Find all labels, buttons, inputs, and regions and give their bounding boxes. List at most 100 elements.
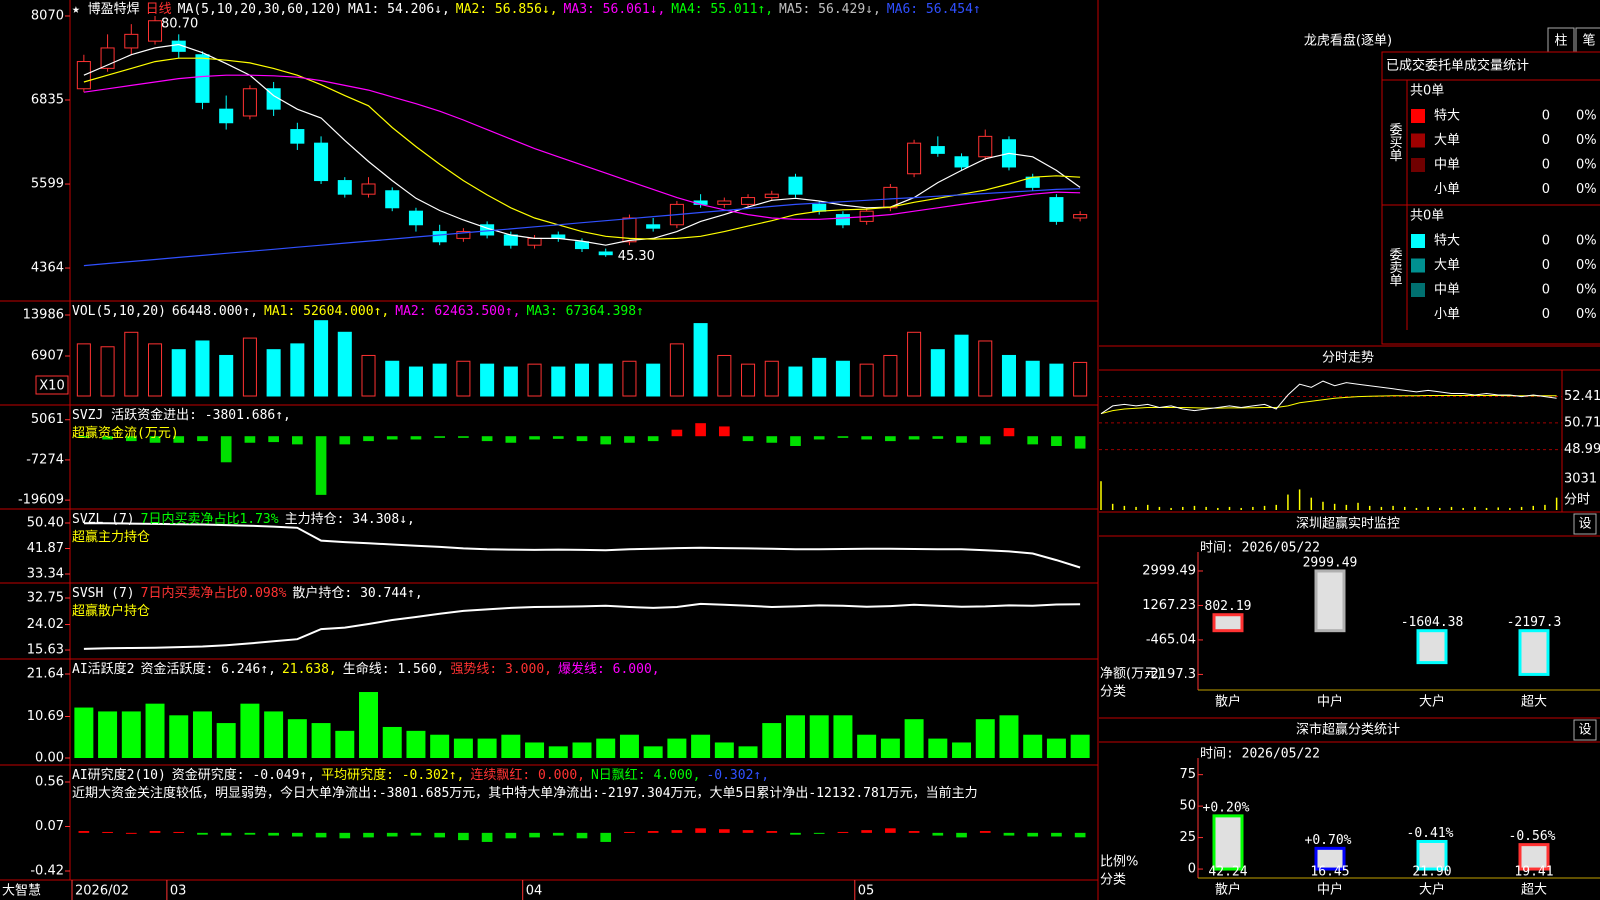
flow-bar	[1027, 436, 1039, 445]
flow-bar	[363, 832, 374, 838]
toggle-button[interactable]	[1547, 27, 1575, 53]
stats-frame	[1381, 51, 1600, 345]
flow-bar	[481, 436, 493, 442]
flow-bar	[861, 436, 872, 440]
flow-bar	[220, 436, 232, 463]
group-total: 共0单	[1410, 84, 1444, 99]
value-label: 21.90	[1412, 865, 1451, 880]
y-tick-label: 21.64	[27, 667, 64, 682]
y-tick-label: 3031	[1564, 471, 1597, 486]
order-swatch	[1411, 158, 1425, 172]
candle-body	[764, 193, 779, 199]
y-tick-label: 48.99	[1564, 442, 1600, 457]
toggle-label: 笔	[1582, 33, 1595, 49]
settings-label: 设	[1578, 723, 1591, 738]
order-count: 0	[1542, 283, 1550, 298]
header-segment: 66448.000↑,	[172, 304, 258, 319]
order-type: 小单	[1434, 307, 1460, 322]
category-label: 大户	[1419, 694, 1445, 710]
flow-bar	[149, 436, 161, 443]
flow-bar	[766, 831, 778, 833]
order-count: 0	[1542, 109, 1550, 124]
activity-bar	[335, 730, 355, 759]
y-tick-label: 10.69	[27, 709, 64, 724]
header-segment: 强势线: 3.000,	[450, 661, 552, 677]
toggle-label: 柱	[1554, 34, 1567, 49]
activity-bar	[548, 746, 568, 759]
order-swatch	[1411, 283, 1425, 297]
flow-bar	[529, 832, 540, 838]
order-count: 0	[1542, 234, 1550, 249]
change-label: -0.41%	[1407, 826, 1454, 841]
y-tick-label: -19609	[18, 493, 64, 508]
order-type: 小单	[1434, 182, 1460, 197]
volume-bar	[930, 349, 945, 397]
candle-body	[290, 129, 305, 144]
change-label: +0.70%	[1305, 833, 1352, 848]
candle-body	[337, 180, 352, 195]
group-label: 委买单	[1387, 123, 1403, 162]
y-tick-label: 0	[1188, 862, 1196, 877]
volume-bar	[812, 357, 827, 397]
activity-bar	[975, 719, 995, 759]
order-count: 0	[1542, 307, 1550, 322]
order-type: 特大	[1434, 234, 1460, 249]
volume-bar	[693, 323, 708, 397]
flow-bar	[695, 828, 706, 833]
volume-bar	[788, 366, 803, 397]
header-segment: MA4: 55.011↑,	[671, 2, 773, 17]
y-tick-label: 0.00	[35, 751, 64, 766]
settings-label: 设	[1578, 517, 1591, 532]
activity-bar	[453, 738, 473, 759]
order-swatch	[1411, 234, 1425, 248]
flow-bar	[363, 436, 374, 442]
activity-bar	[406, 730, 426, 759]
settings-button[interactable]	[1573, 513, 1597, 535]
category-bar	[1314, 569, 1346, 633]
section-title: 分时走势	[1322, 350, 1374, 366]
time-label: 时间: 2026/05/22	[1200, 747, 1320, 762]
panel-header: 近期大资金关注度较低，明显弱势，今日大单净流出:-3801.685万元，其中特大…	[72, 785, 978, 801]
flow-bar	[434, 832, 446, 838]
flow-bar	[173, 436, 185, 443]
candle-body	[788, 176, 803, 195]
header-segment: MA(5,10,20,30,60,120)	[178, 2, 342, 17]
activity-bar	[999, 715, 1019, 759]
time-label: 时间: 2026/05/22	[1200, 541, 1320, 556]
volume-bar	[527, 363, 542, 397]
activity-bar	[596, 738, 616, 759]
candle-body	[1073, 214, 1088, 219]
ma-line	[83, 57, 1081, 240]
volume-bar	[361, 354, 376, 397]
panel-header: AI研究度2(10) 资金研究度: -0.049↑, 平均研究度: -0.302↑,…	[72, 767, 769, 783]
volume-bar	[883, 354, 898, 397]
flow-bar	[837, 831, 849, 833]
flow-bar	[1074, 436, 1086, 449]
y-axis-label: 净额(万元)	[1100, 667, 1162, 682]
order-count: 0	[1542, 258, 1550, 273]
candle-body	[812, 203, 827, 212]
activity-bar	[477, 738, 497, 759]
order-swatch	[1411, 133, 1425, 148]
y-tick-label: 5061	[31, 412, 64, 427]
order-type: 中单	[1434, 158, 1460, 173]
order-pct: 0%	[1576, 234, 1597, 249]
activity-bar	[1046, 738, 1066, 759]
flow-bar	[173, 831, 185, 833]
settings-button[interactable]	[1573, 719, 1597, 741]
volume-bar	[1073, 361, 1088, 397]
left-pane: 8070 6835 5599 4364 80.70 45.30 ★ 博盈特焊 日线 MA(5,1…	[0, 0, 1098, 900]
volume-bar	[907, 331, 922, 397]
flow-bar	[885, 828, 896, 833]
low-annotation: 45.30	[618, 249, 655, 264]
y-tick-label: 5599	[31, 177, 64, 192]
y-tick-label: 0.56	[35, 774, 64, 789]
high-annotation: 80.70	[161, 16, 198, 31]
volume-bar	[551, 366, 566, 397]
header-segment: MA6: 56.454↑	[887, 2, 981, 17]
flow-bar	[529, 436, 540, 440]
volume-bar	[835, 360, 850, 397]
volume-bar	[408, 366, 423, 397]
header-segment: SVSH (7)	[72, 586, 135, 601]
